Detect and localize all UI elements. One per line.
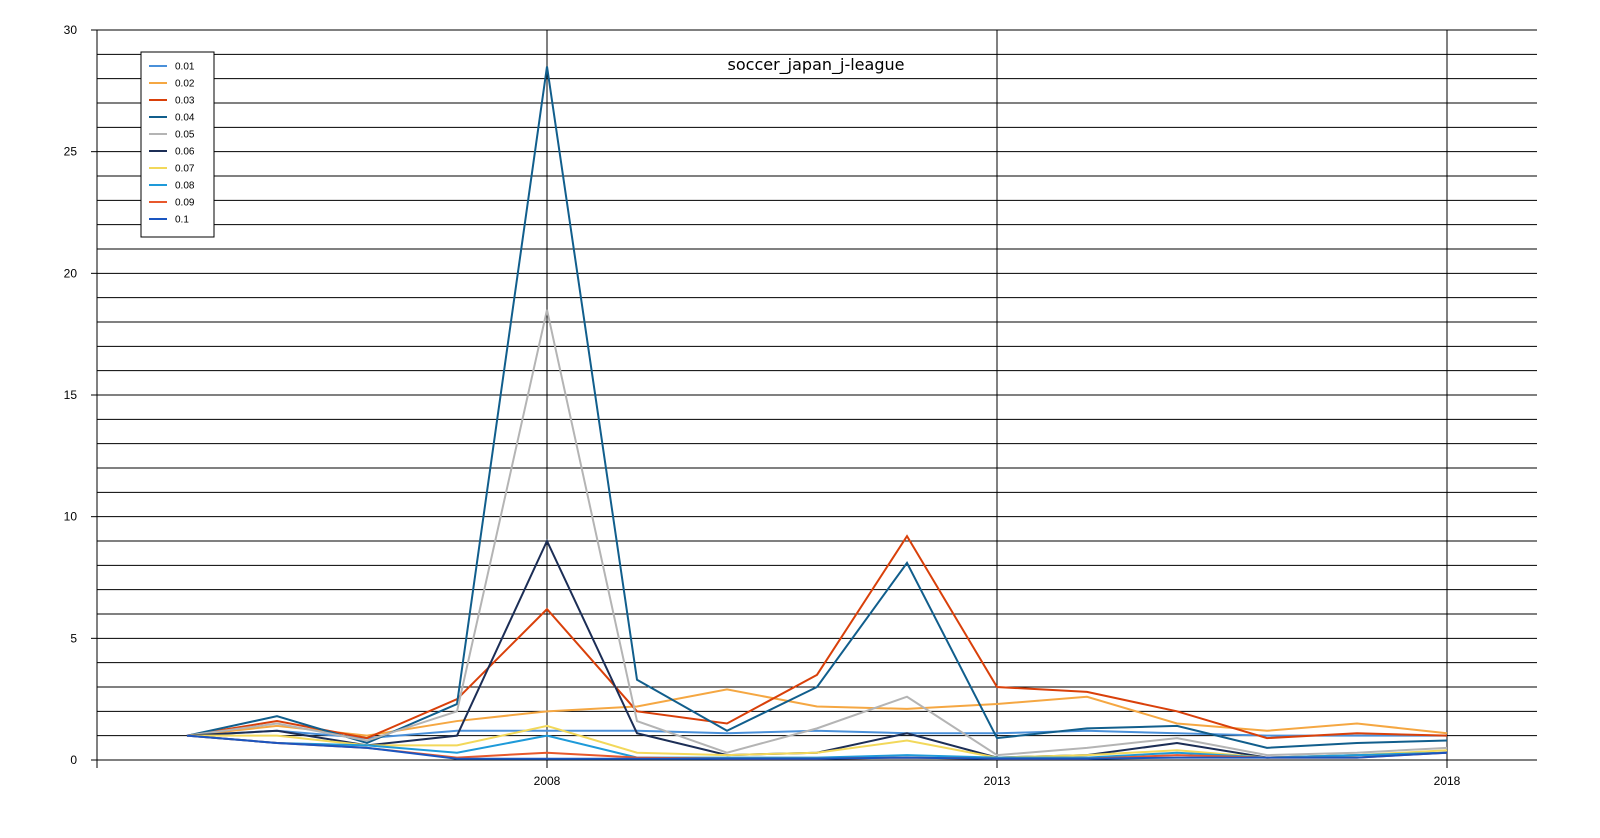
legend-label: 0.06 [175,147,195,158]
series-line-0.03 [186,534,1448,740]
series-line-0.04 [186,66,1448,749]
legend: 0.01 0.02 0.03 0.04 0.05 0.06 0.07 0.08 0.09 0.1 [140,51,215,238]
y-tick-label: 25 [64,145,78,159]
legend-label: 0.02 [175,79,195,90]
series-line-0.05 [186,309,1448,757]
series-line-0.06 [186,538,1448,759]
legend-label: 0.01 [175,62,195,73]
x-tick-label: 2013 [984,774,1011,788]
legend-label: 0.03 [175,96,195,107]
legend-label: 0.1 [175,215,189,226]
axes: 0 5 10 15 20 25 30 2008 2013 2018 [64,23,1537,788]
grid [97,29,1537,768]
legend-label: 0.08 [175,181,195,192]
series-line-0.01 [186,729,1447,740]
y-tick-label: 10 [64,510,78,524]
x-tick-label: 2018 [1434,774,1461,788]
series-line-0.1 [186,734,1448,760]
y-tick-label: 20 [64,266,78,280]
y-tick-label: 30 [64,23,78,37]
y-tick-label: 5 [70,631,77,645]
legend-label: 0.05 [175,130,195,141]
chart-title: soccer_japan_j-league [728,55,905,75]
series-lines [186,66,1448,760]
y-tick-label: 15 [64,388,78,402]
legend-label: 0.09 [175,198,195,209]
x-tick-label: 2008 [534,774,561,788]
legend-label: 0.04 [175,113,195,124]
y-tick-label: 0 [70,753,77,767]
legend-label: 0.07 [175,164,195,175]
